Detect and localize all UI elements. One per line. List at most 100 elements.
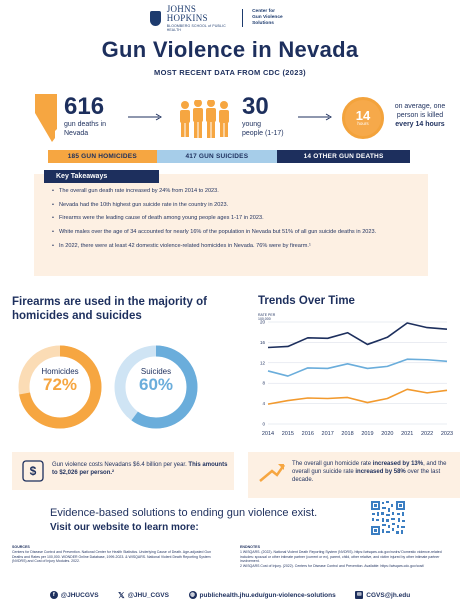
summary-text-3: over the last decade. bbox=[292, 469, 441, 484]
y-tick-label: 12 bbox=[260, 360, 266, 365]
clock-number: 14 bbox=[355, 108, 371, 124]
trends-line-chart: 0 4 8 12 16 20 2014 2015 2016 2017 2018 2019 2020 202… bbox=[260, 320, 453, 438]
globe-icon: ◍ bbox=[188, 591, 197, 599]
x-link[interactable]: 𝕏 @JHU_CGVS bbox=[118, 591, 169, 600]
gun-deaths-stat: 616 gun deaths in Nevada bbox=[64, 95, 120, 139]
average-bold: every 14 hours bbox=[395, 120, 445, 128]
endnotes-text-1: 1 WISQARS. (2022). National Violent Deat… bbox=[240, 550, 442, 564]
footer: f @JHUCGVS 𝕏 @JHU_CGVS ◍ publichealth.jh… bbox=[0, 586, 460, 604]
logo-name: JOHNS HOPKINS bbox=[166, 3, 208, 23]
suicides-donut-chart bbox=[114, 345, 198, 429]
trend-summary-text: The overall gun homicide rate increased … bbox=[292, 460, 454, 484]
facebook-handle: @JHUCGVS bbox=[60, 591, 99, 599]
email-link[interactable]: ✉ CGVS@jh.edu bbox=[355, 591, 410, 599]
y-tick-label: 4 bbox=[262, 401, 265, 406]
logo-sub: BLOOMBERG SCHOOL of PUBLIC HEALTH bbox=[166, 23, 226, 32]
axis-note-2: 100,000 bbox=[258, 317, 271, 322]
death-breakdown-bar: 185 GUN HOMICIDES 417 GUN SUICIDES 14 OT… bbox=[48, 150, 410, 163]
website-link[interactable]: ◍ publichealth.jhu.edu/gun-violence-solu… bbox=[188, 591, 336, 599]
average-stat: on average, one person is killed every 1… bbox=[388, 103, 452, 129]
gun-deaths-label: gun deaths in Nevada bbox=[64, 121, 107, 137]
suicides-text: Suicides 60% bbox=[114, 367, 198, 393]
young-people-stat: 30 young people (1-17) bbox=[242, 95, 284, 139]
x-tick-label: 2017 bbox=[322, 431, 334, 437]
x-tick-label: 2016 bbox=[302, 431, 314, 437]
y-tick-label: 0 bbox=[262, 422, 265, 427]
homicides-label: Homicides bbox=[41, 367, 79, 376]
cost-text-normal: Gun violence costs Nevadans $6.4 billion… bbox=[52, 462, 187, 468]
evidence-line-2[interactable]: Visit our website to learn more: bbox=[50, 522, 199, 533]
svg-text:$: $ bbox=[30, 464, 37, 478]
cost-text-bold: This amounts to $2,026 per person.² bbox=[52, 462, 228, 477]
firearms-title: Firearms are used in the majority of hom… bbox=[12, 296, 207, 323]
other-gun-deaths-segment: 14 OTHER GUN DEATHS bbox=[277, 150, 410, 163]
gun-homicides-segment: 185 GUN HOMICIDES bbox=[48, 150, 157, 163]
suicides-value: 60% bbox=[138, 375, 174, 394]
list-item: Firearms were the leading cause of death… bbox=[52, 215, 422, 223]
email-icon: ✉ bbox=[355, 591, 364, 599]
dollar-icon: $ bbox=[22, 460, 44, 482]
center-name: Center for Gun Violence Solutions bbox=[252, 9, 300, 26]
johns-hopkins-logo: JOHNS HOPKINS BLOOMBERG SCHOOL of PUBLIC… bbox=[150, 3, 300, 32]
qr-code-icon[interactable] bbox=[370, 500, 406, 536]
young-people-label-2: people (1-17) bbox=[242, 129, 284, 137]
young-people-number: 30 bbox=[242, 93, 269, 120]
series-line bbox=[267, 322, 448, 349]
page-subtitle: MOST RECENT DATA FROM CDC (2023) bbox=[154, 68, 306, 77]
x-tick-label: 2014 bbox=[262, 431, 274, 437]
x-tick-label: 2015 bbox=[282, 431, 294, 437]
summary-bold-1: increased by 13% bbox=[372, 461, 424, 467]
clock-icon: 14 hours bbox=[342, 97, 384, 139]
x-tick-label: 2021 bbox=[401, 431, 413, 437]
sources-text: Centers for Disease Control and Preventi… bbox=[12, 550, 212, 564]
arrow-right-icon bbox=[128, 113, 162, 121]
summary-bold-2: increased by 58% bbox=[355, 469, 406, 476]
key-takeaways-title: Key Takeaways bbox=[44, 170, 159, 183]
gun-suicides-segment: 417 GUN SUICIDES bbox=[156, 150, 278, 163]
facebook-link[interactable]: f @JHUCGVS bbox=[49, 591, 99, 599]
sources-title: SOURCES bbox=[12, 545, 30, 549]
suicides-label: Suicides bbox=[140, 367, 172, 376]
x-tick-label: 2022 bbox=[421, 431, 433, 437]
young-people-icon bbox=[180, 100, 229, 138]
series-line bbox=[267, 358, 448, 377]
y-tick-label: 20 bbox=[260, 320, 266, 325]
y-tick-label: 8 bbox=[262, 381, 265, 386]
trends-axis-note: RATE PER 100,000 bbox=[258, 313, 275, 321]
summary-text-1: The overall gun homicide rate bbox=[292, 461, 372, 467]
x-tick-label: 2019 bbox=[361, 431, 373, 437]
evidence-line-1: Evidence-based solutions to ending gun v… bbox=[50, 507, 318, 519]
x-handle: @JHU_CGVS bbox=[127, 591, 169, 599]
shield-icon bbox=[150, 10, 161, 26]
average-text: on average, one person is killed bbox=[394, 103, 446, 119]
y-tick-label: 16 bbox=[260, 340, 266, 345]
cost-text: Gun violence costs Nevadans $6.4 billion… bbox=[52, 461, 228, 477]
cost-box: $ Gun violence costs Nevadans $6.4 billi… bbox=[12, 452, 234, 490]
homicides-text: Homicides 72% bbox=[18, 367, 102, 393]
website-url: publichealth.jhu.edu/gun-violence-soluti… bbox=[199, 591, 336, 599]
facebook-icon: f bbox=[49, 591, 58, 599]
arrow-right-icon bbox=[298, 113, 332, 121]
axis-note-1: RATE PER bbox=[258, 313, 276, 317]
homicides-donut-chart bbox=[18, 345, 102, 429]
list-item: Nevada had the 10th highest gun suicide … bbox=[52, 202, 422, 210]
endnotes-title: ENDNOTES bbox=[240, 545, 260, 549]
x-tick-label: 2018 bbox=[341, 431, 353, 437]
clock-unit: hours bbox=[357, 121, 369, 127]
key-takeaways-list: The overall gun death rate increased by … bbox=[52, 188, 422, 257]
summary-text-2: , and the overall gun suicide rate bbox=[292, 461, 447, 476]
series-line bbox=[267, 388, 448, 405]
list-item: The overall gun death rate increased by … bbox=[52, 188, 422, 196]
logo-divider bbox=[242, 9, 244, 27]
list-item: In 2022, there were at least 42 domestic… bbox=[52, 243, 422, 251]
list-item: White males over the age of 34 accounted… bbox=[52, 229, 422, 237]
endnotes-text-2: 2 WISQARS Cost of Injury. (2022). Center… bbox=[240, 564, 425, 569]
homicides-value: 72% bbox=[42, 375, 78, 394]
page-title: Gun Violence in Nevada bbox=[101, 37, 359, 62]
nevada-map-icon bbox=[35, 94, 57, 142]
email-address: CGVS@jh.edu bbox=[366, 591, 411, 599]
x-tick-label: 2023 bbox=[441, 431, 453, 437]
center-line-2: Gun Violence Solutions bbox=[252, 15, 283, 26]
young-people-label-1: young bbox=[242, 121, 262, 128]
gun-deaths-number: 616 bbox=[64, 93, 105, 120]
